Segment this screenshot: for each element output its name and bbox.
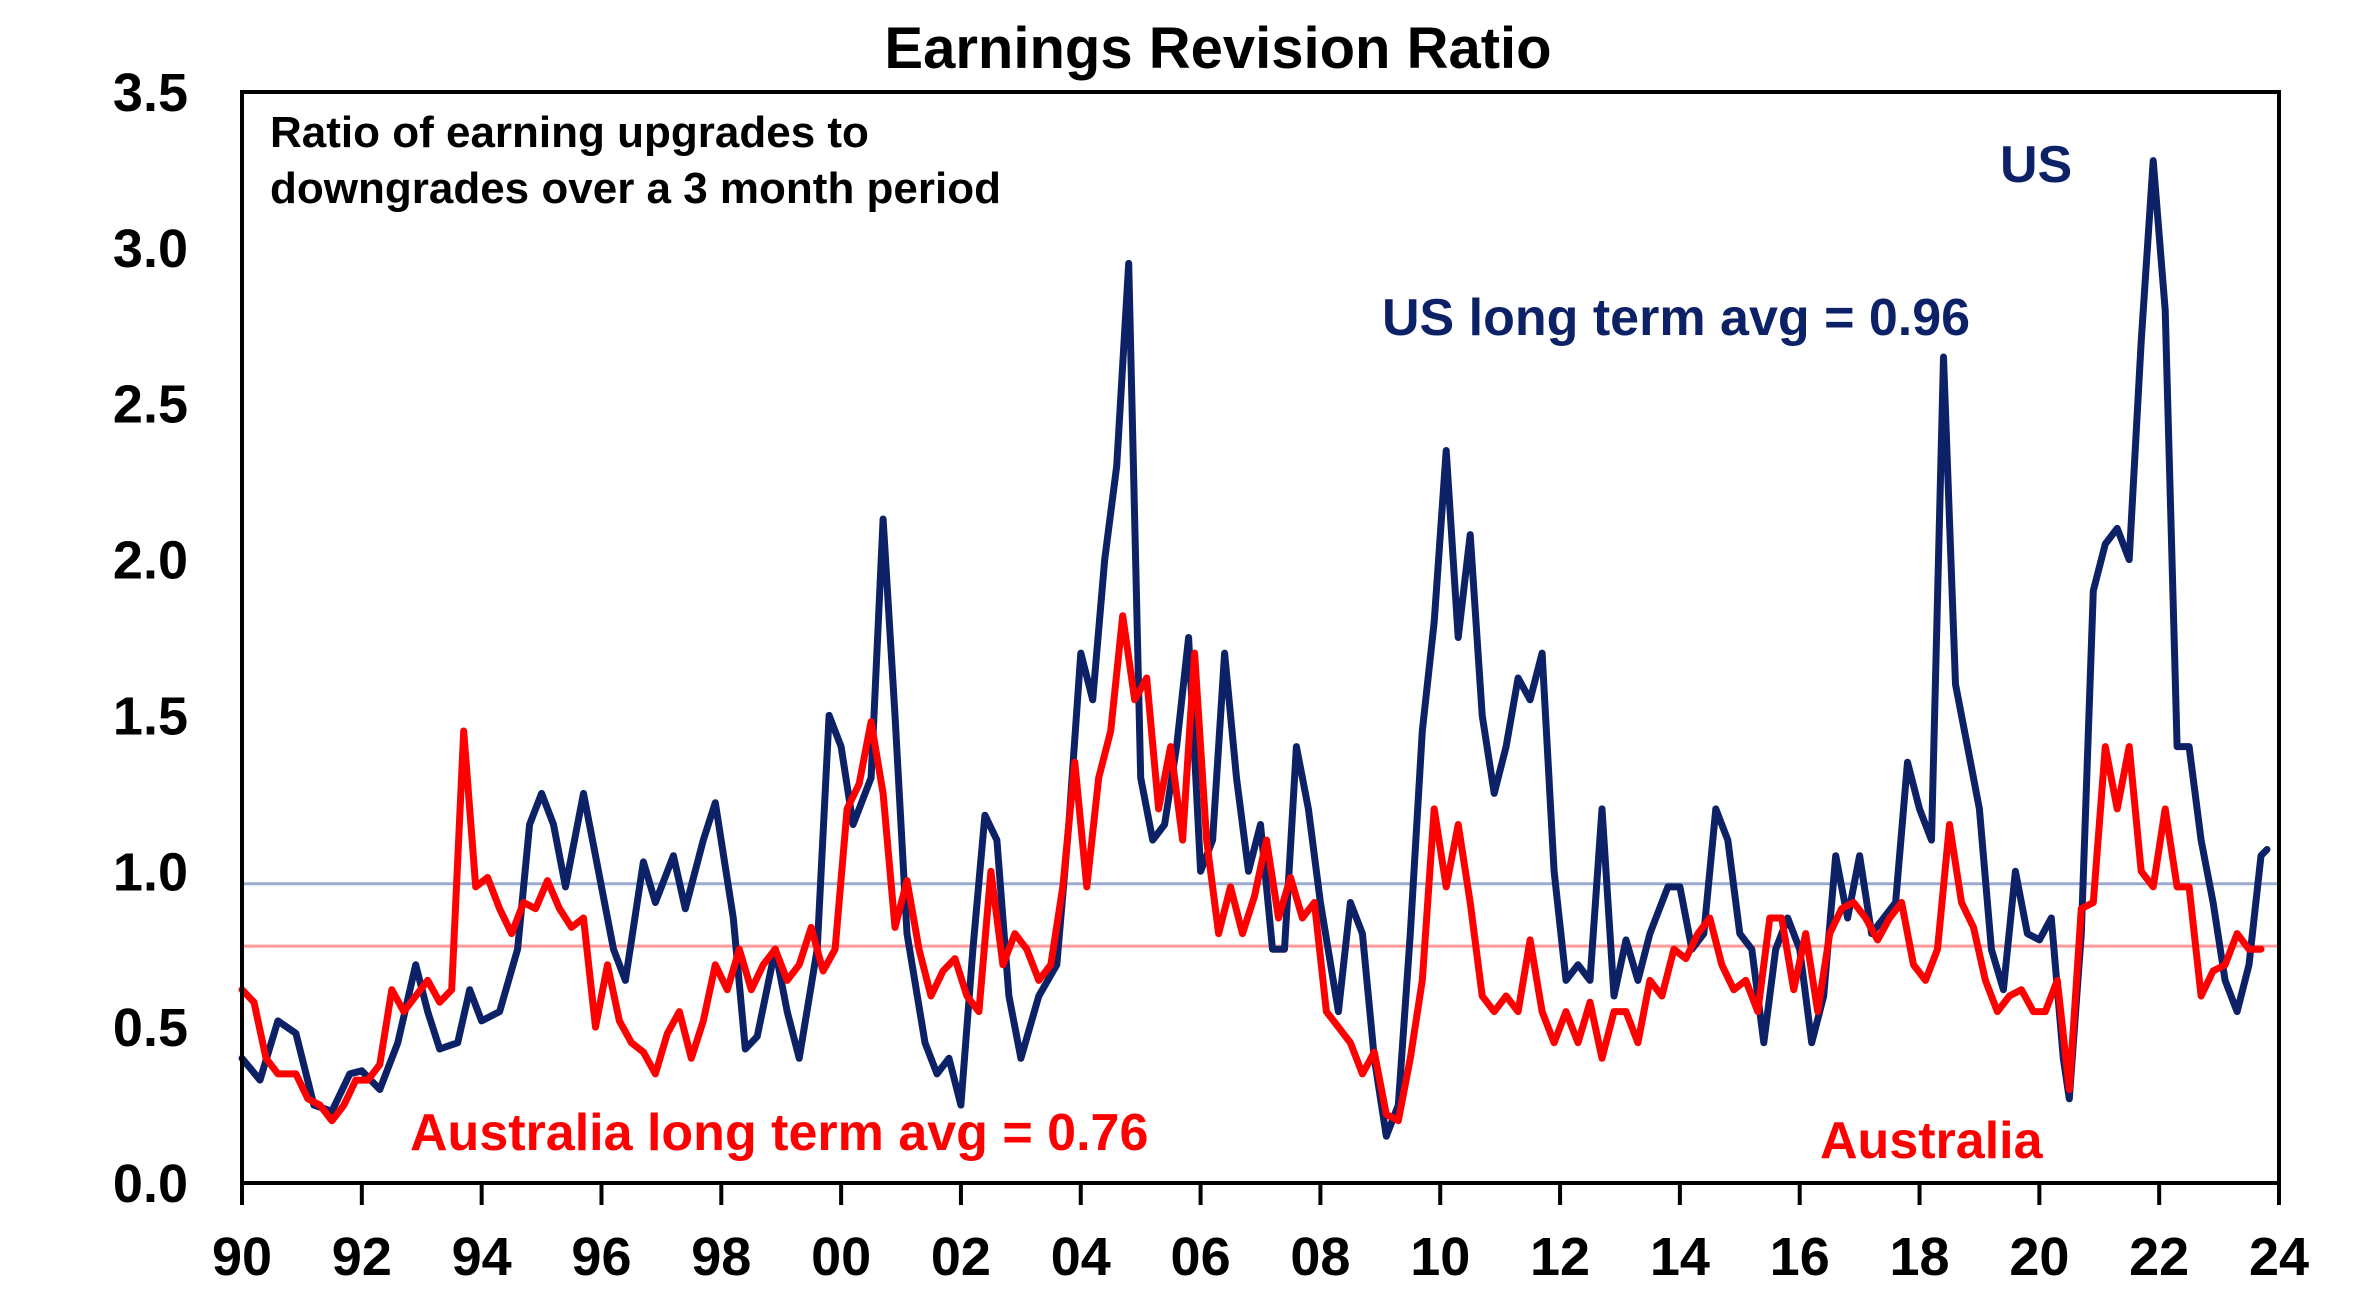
x-tick-label: 16 — [1770, 1227, 1830, 1287]
y-tick-label: 2.5 — [113, 375, 188, 435]
x-tick-label: 98 — [691, 1227, 751, 1287]
us-avg-label: US long term avg = 0.96 — [1382, 289, 1970, 347]
x-tick-label: 08 — [1290, 1227, 1350, 1287]
chart-title: Earnings Revision Ratio — [884, 16, 1551, 81]
x-tick-label: 96 — [571, 1227, 631, 1287]
x-tick-label: 10 — [1410, 1227, 1470, 1287]
australia-avg-label: Australia long term avg = 0.76 — [410, 1104, 1148, 1162]
y-tick-label: 2.0 — [113, 531, 188, 591]
series-line-australia — [238, 612, 2265, 1125]
series-line-us — [238, 157, 2271, 1140]
x-tick-label: 02 — [931, 1227, 991, 1287]
x-tick-label: 94 — [452, 1227, 512, 1287]
x-tick-label: 90 — [212, 1227, 272, 1287]
y-tick-label: 1.0 — [113, 842, 188, 902]
x-tick-label: 04 — [1051, 1227, 1111, 1287]
australia-series-label: Australia — [1820, 1112, 2044, 1170]
x-tick-label: 22 — [2129, 1227, 2189, 1287]
y-tick-label: 0.0 — [113, 1154, 188, 1214]
y-tick-label: 3.0 — [113, 219, 188, 279]
x-tick-label: 06 — [1171, 1227, 1231, 1287]
x-tick-label: 14 — [1650, 1227, 1710, 1287]
x-axis: 90 92 94 96 98 00 02 04 06 08 10 12 14 16 18 20 22 24 — [212, 1183, 2309, 1287]
x-tick-label: 20 — [2009, 1227, 2069, 1287]
x-tick-label: 18 — [1889, 1227, 1949, 1287]
us-series-label: US — [2000, 136, 2072, 194]
x-tick-label: 12 — [1530, 1227, 1590, 1287]
subtitle-line-2: downgrades over a 3 month period — [270, 164, 1001, 213]
subtitle-line-1: Ratio of earning upgrades to — [270, 108, 869, 157]
x-tick-label: 00 — [811, 1227, 871, 1287]
series-layer — [238, 157, 2271, 1140]
x-tick-label: 92 — [332, 1227, 392, 1287]
plot-area-frame — [240, 90, 2281, 1185]
y-tick-label: 0.5 — [113, 998, 188, 1058]
x-tick-label: 24 — [2249, 1227, 2309, 1287]
y-axis: 0.0 0.5 1.0 1.5 2.0 2.5 3.0 3.5 — [113, 63, 188, 1214]
y-tick-label: 3.5 — [113, 63, 188, 123]
y-tick-label: 1.5 — [113, 686, 188, 746]
